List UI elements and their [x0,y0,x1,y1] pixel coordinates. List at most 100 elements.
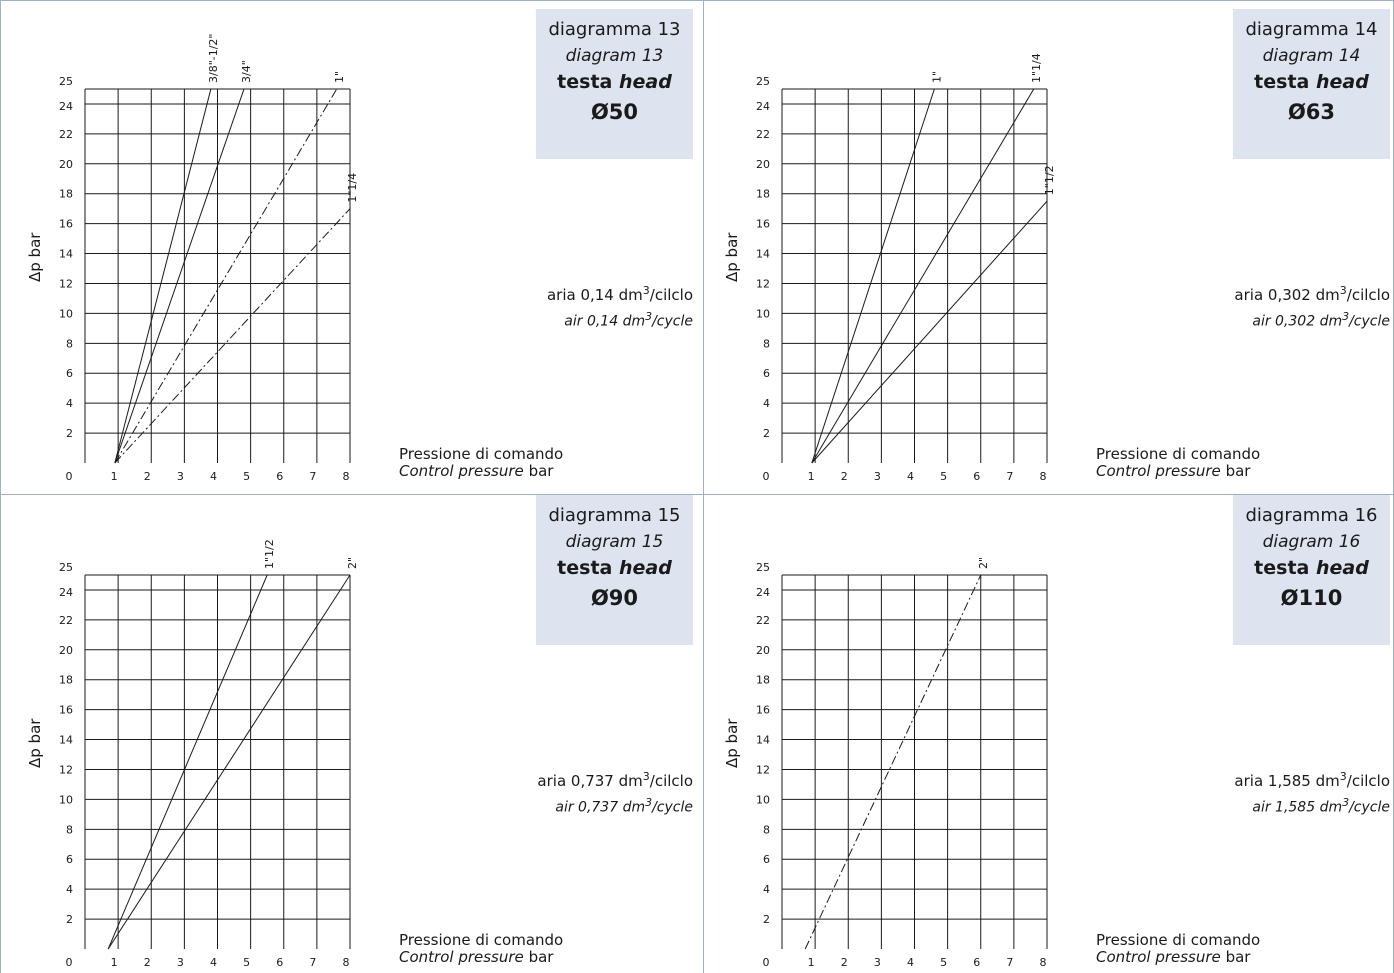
top-border [0,0,1394,1]
y-tick-label: 2 [763,913,770,926]
series-label: 3/8"-1/2" [207,34,220,84]
air-consumption-it: aria 0,302 dm3/cilclo [1234,280,1390,306]
series-line [107,574,268,950]
air-it-exponent: 3 [642,284,650,297]
air-en-value: air 0,737 dm [555,799,646,816]
air-it-unit: /cilclo [1346,772,1390,790]
x-tick-label: 8 [343,956,350,969]
diagram-title-box: diagramma 14 diagram 14 testa head Ø63 [1233,9,1390,159]
y-tick-label: 18 [756,674,770,687]
y-tick-label: 24 [756,100,770,113]
air-consumption-en: air 0,302 dm3/cycle [1234,306,1390,333]
air-consumption-en: air 0,737 dm3/cycle [537,792,693,819]
series-label: 1"1/4 [346,173,359,203]
y-tick-label: 8 [763,823,770,836]
air-it-exponent: 3 [1339,284,1347,297]
x-tick-label: 6 [973,470,980,483]
air-it-value: aria 0,737 dm [537,772,643,790]
x-axis-label-unit: bar [528,948,554,966]
y-tick-label: 8 [66,823,73,836]
air-en-exponent: 3 [645,796,653,809]
y-tick-label: 22 [59,614,73,627]
y-tick-label: 24 [59,586,73,599]
y-tick-label: 4 [763,397,770,410]
x-tick-label: 6 [276,470,283,483]
series-line [107,574,351,950]
x-tick-label: 5 [243,470,250,483]
y-tick-label: 2 [763,427,770,440]
chart-panel: 2 4 6 8 10 12 14 16 18 20 22 24 25 0 1 2 3 4 5 6 7 8 2" diagram… [697,486,1394,972]
air-en-exponent: 3 [1342,796,1350,809]
air-en-value: air 0,302 dm [1252,313,1343,330]
x-tick-label: 7 [309,956,316,969]
head-label-en: head [1315,557,1369,579]
y-tick-label: 10 [756,307,770,320]
x-tick-label: 4 [907,956,914,969]
head-label: testa head [536,69,693,95]
diagram-title-it: diagramma 13 [548,19,681,40]
x-tick-label: 3 [177,956,184,969]
x-axis-label-en-text: Control pressure [1096,462,1221,480]
x-tick-label: 5 [243,956,250,969]
head-label-it: testa [557,557,613,579]
y-axis-label: Δp bar [26,718,44,768]
series-line [811,88,935,464]
y-tick-label: 8 [66,337,73,350]
x-axis-label-en-text: Control pressure [399,948,524,966]
x-tick-label: 7 [1006,470,1013,483]
y-tick-label: 2 [66,427,73,440]
air-en-unit: /cycle [652,799,693,816]
air-en-exponent: 3 [1342,310,1350,323]
head-diameter: Ø90 [590,586,639,610]
y-tick-label: 14 [756,248,770,261]
y-tick-label: 20 [756,644,770,657]
y-tick-label: 18 [59,674,73,687]
x-axis-label-it: Pressione di comando [399,445,564,463]
x-tick-label: 5 [940,956,947,969]
air-en-value: air 0,14 dm [564,313,646,330]
air-consumption-en: air 1,585 dm3/cycle [1234,792,1390,819]
y-tick-label: 16 [756,218,770,231]
vertical-divider [703,0,704,973]
air-it-unit: /cilclo [649,772,693,790]
y-tick-label: 18 [756,188,770,201]
y-tick-label: 6 [66,853,73,866]
diagram-title-box: diagramma 15 diagram 15 testa head Ø90 [536,495,693,645]
x-tick-label: 6 [276,956,283,969]
series-line [114,88,212,464]
x-axis-label-it: Pressione di comando [1096,445,1261,463]
y-tick-label: 10 [756,793,770,806]
x-axis-label: Pressione di comando Control pressure bar [1096,932,1260,966]
y-tick-label: 25 [59,561,73,574]
x-tick-label: 2 [841,470,848,483]
y-tick-label: 18 [59,188,73,201]
y-tick-label: 8 [763,337,770,350]
y-tick-label: 12 [756,763,770,776]
y-tick-label: 14 [756,734,770,747]
y-tick-label: 6 [763,853,770,866]
x-tick-label: 6 [973,956,980,969]
y-tick-label: 14 [59,248,73,261]
x-tick-label: 4 [210,470,217,483]
diagram-title-en: diagram 15 [565,532,664,552]
series-line [114,88,245,464]
air-consumption-en: air 0,14 dm3/cycle [547,306,693,333]
left-border [0,0,1,973]
y-tick-label: 16 [59,218,73,231]
head-label-en: head [1315,71,1369,93]
diagram-title-it: diagramma 16 [1245,505,1378,526]
head-label-it: testa [1254,557,1310,579]
head-diameter: Ø110 [1280,586,1343,610]
x-axis-label-en-text: Control pressure [1096,948,1221,966]
series-label: 2" [346,557,359,569]
air-it-unit: /cilclo [649,286,693,304]
series-line [114,88,338,464]
air-it-exponent: 3 [642,770,650,783]
head-label: testa head [1233,69,1390,95]
x-axis-label-unit: bar [528,462,554,480]
x-axis-label-en-text: Control pressure [399,462,524,480]
air-it-exponent: 3 [1339,770,1347,783]
head-diameter: Ø50 [590,100,639,124]
air-consumption: aria 0,14 dm3/cilclo air 0,14 dm3/cycle [547,280,693,333]
